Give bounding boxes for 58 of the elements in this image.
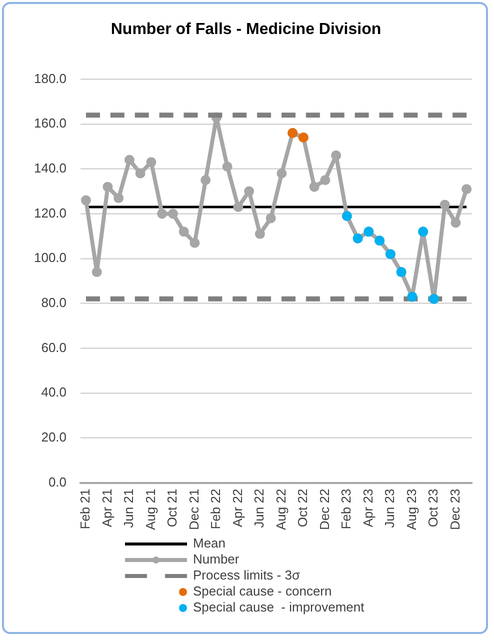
x-tick-label: Aug 23 [404,488,419,530]
legend-label: Mean [193,536,226,551]
point [200,175,211,186]
y-tick-label: 80.0 [41,295,67,310]
point [331,150,342,160]
point [80,195,91,206]
point [462,184,472,194]
x-tick-label: Jun 21 [121,488,136,528]
point [190,238,200,248]
y-tick-label: 180.0 [34,70,67,86]
point [114,193,124,204]
legend-label: Number [193,552,240,567]
y-tick-label: 0.0 [48,474,67,490]
x-tick-label: Oct 21 [164,488,180,528]
x-tick-label: Aug 22 [273,488,288,530]
y-tick-label: 40.0 [41,384,67,400]
y-tick-label: 160.0 [34,116,67,131]
x-tick-label: Aug 21 [142,488,158,530]
y-tick-label: 60.0 [41,340,67,355]
point [309,182,320,192]
y-tick-label: 100.0 [34,250,67,266]
point [146,157,156,168]
x-tick-label: Oct 23 [426,488,441,528]
x-tick-label: Feb 21 [78,488,93,530]
point [266,213,276,224]
x-tick-label: Feb 23 [338,488,354,530]
y-tick-label: 140.0 [34,160,67,176]
x-tick-label: Dec 23 [447,488,462,530]
point [168,208,178,219]
point [440,200,450,210]
point [178,226,189,237]
y-tick-label: 20.0 [41,430,67,445]
legend-label: Special cause - improvement [193,600,365,615]
point [222,162,232,172]
x-tick-label: Apr 22 [230,488,245,528]
point [92,267,102,278]
legend-label: Process limits - 3σ [193,568,300,583]
chart-title: Number of Falls - Medicine Division [110,21,382,38]
point [254,228,265,239]
point [276,168,287,178]
x-tick-label: Apr 21 [99,488,114,528]
point [157,208,168,219]
x-tick-label: Jun 22 [252,488,267,528]
x-tick-label: Jun 23 [382,488,398,528]
y-tick-label: 120.0 [34,205,67,220]
point [233,202,244,212]
x-tick-label: Dec 22 [316,488,332,530]
point [124,154,134,165]
x-tick-label: Dec 21 [186,488,202,530]
point [244,186,254,196]
x-tick-label: Oct 22 [295,488,310,528]
point [135,168,146,178]
point [102,182,113,192]
x-tick-label: Apr 23 [360,488,376,528]
point [320,175,330,186]
legend-label: Special cause - concern [193,584,332,599]
x-tick-label: Feb 22 [208,488,224,530]
point [450,218,461,228]
